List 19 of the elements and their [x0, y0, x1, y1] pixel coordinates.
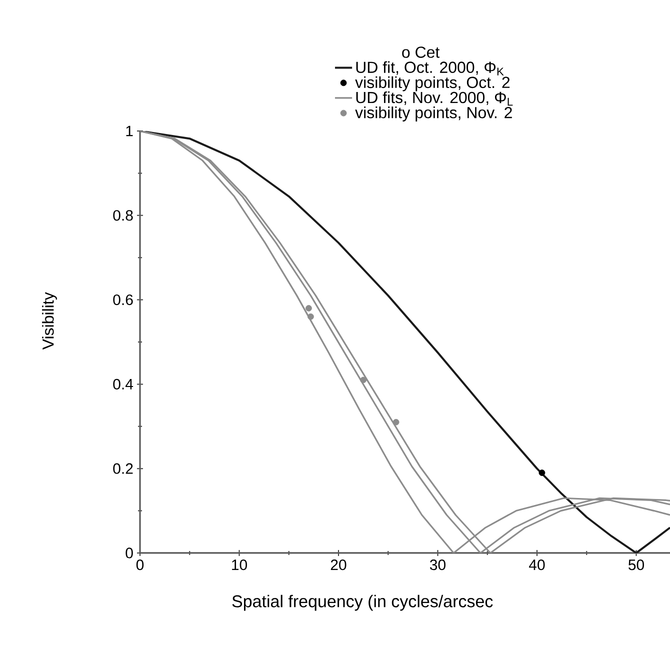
x-tick-label: 50 [628, 560, 644, 570]
legend-title: ο Cet [402, 46, 440, 58]
y-tick-label: 0.2 [113, 463, 133, 474]
x-axis-title: Spatial frequency (in cycles/arcsec [232, 594, 493, 611]
x-tick-label: 20 [330, 560, 346, 570]
y-tick-label: 0 [126, 548, 133, 558]
legend-label: visibility points, Nov. 2 [355, 106, 512, 122]
x-tick-label: 0 [136, 560, 144, 570]
x-tick-label: 10 [232, 560, 247, 570]
y-axis-title: Visibility [42, 292, 57, 350]
x-tick-label: 30 [430, 560, 446, 570]
y-tick-label: 0.6 [113, 294, 133, 306]
legend-label: UD fit, Oct. 2000, Φ$_{K}$ [356, 61, 504, 76]
legend-label: visibility points, Oct. 2 [355, 76, 510, 92]
x-tick-label: 40 [529, 560, 545, 570]
y-tick-label: 0.4 [113, 378, 134, 390]
y-tick-label: 0.8 [113, 210, 133, 221]
y-tick-label: 1 [126, 126, 133, 136]
legend-label: UD fits, Nov. 2000, Φ$_{L}$ [356, 91, 513, 106]
